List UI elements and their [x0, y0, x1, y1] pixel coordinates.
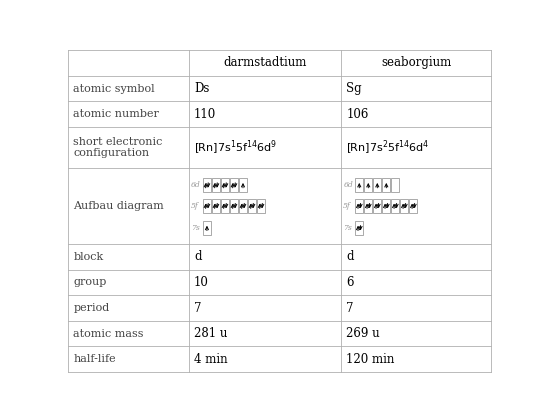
Text: 7: 7 [194, 301, 201, 315]
Text: group: group [73, 278, 106, 288]
Text: 6d: 6d [191, 181, 201, 189]
Text: atomic number: atomic number [73, 109, 159, 119]
Text: 10: 10 [194, 276, 209, 289]
Text: 6d: 6d [343, 181, 353, 189]
Text: 6: 6 [346, 276, 354, 289]
Text: $\mathregular{[Rn]7s^{2}5f^{14}6d^{4}}$: $\mathregular{[Rn]7s^{2}5f^{14}6d^{4}}$ [346, 138, 430, 156]
Text: half-life: half-life [73, 354, 116, 364]
Text: 120 min: 120 min [346, 353, 395, 366]
Text: 7s: 7s [191, 224, 200, 232]
Text: 7s: 7s [343, 224, 352, 232]
Text: short electronic
configuration: short electronic configuration [73, 137, 163, 158]
Text: 269 u: 269 u [346, 327, 380, 340]
Text: darmstadtium: darmstadtium [223, 56, 307, 69]
Text: d: d [346, 250, 354, 263]
Text: atomic symbol: atomic symbol [73, 84, 155, 94]
Text: Ds: Ds [194, 82, 209, 95]
Text: 4 min: 4 min [194, 353, 228, 366]
Text: 5f: 5f [191, 202, 199, 210]
Text: 106: 106 [346, 107, 369, 121]
Text: seaborgium: seaborgium [381, 56, 452, 69]
Text: $\mathregular{[Rn]7s^{1}5f^{14}6d^{9}}$: $\mathregular{[Rn]7s^{1}5f^{14}6d^{9}}$ [194, 138, 277, 156]
Text: 281 u: 281 u [194, 327, 227, 340]
Text: 7: 7 [346, 301, 354, 315]
Text: block: block [73, 252, 104, 262]
Text: d: d [194, 250, 201, 263]
Text: atomic mass: atomic mass [73, 329, 144, 339]
Text: Sg: Sg [346, 82, 362, 95]
Text: period: period [73, 303, 110, 313]
Text: 110: 110 [194, 107, 216, 121]
Text: Aufbau diagram: Aufbau diagram [73, 201, 164, 211]
Text: 5f: 5f [343, 202, 351, 210]
